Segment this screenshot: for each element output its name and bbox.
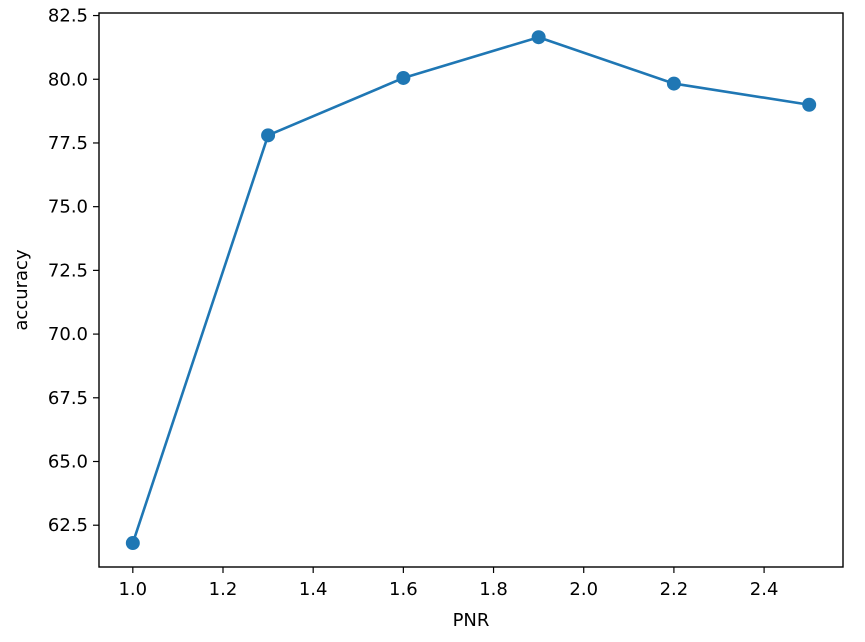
data-point: [666, 76, 681, 91]
x-tick-label: 2.2: [660, 579, 689, 600]
data-point: [125, 536, 140, 551]
x-tick-label: 1.8: [479, 579, 508, 600]
data-point: [396, 70, 411, 85]
plot-area: [125, 30, 817, 551]
y-tick-label: 67.5: [48, 388, 88, 409]
y-tick-label: 82.5: [48, 6, 88, 27]
y-tick-label: 70.0: [48, 324, 88, 345]
axis-ticks: 1.0 1.2 1.4 1.6 1.8 2.0 2.2 2.4 62.5 65.0 67.5 70.0…: [48, 6, 778, 600]
x-tick-label: 1.4: [299, 579, 328, 600]
series-line: [131, 35, 811, 545]
x-tick-label: 1.2: [209, 579, 238, 600]
y-axis-label: accuracy: [11, 249, 32, 331]
y-tick-label: 62.5: [48, 515, 88, 536]
y-tick-label: 77.5: [48, 133, 88, 154]
x-tick-label: 2.4: [750, 579, 779, 600]
y-tick-label: 75.0: [48, 197, 88, 218]
data-point: [531, 30, 546, 45]
data-point: [261, 128, 276, 143]
y-tick-label: 65.0: [48, 452, 88, 473]
x-axis-label: PNR: [453, 610, 490, 631]
data-point: [802, 97, 817, 112]
y-tick-label: 80.0: [48, 69, 88, 90]
x-tick-label: 1.0: [118, 579, 147, 600]
x-tick-label: 2.0: [569, 579, 598, 600]
plot-frame: [98, 12, 844, 568]
x-tick-label: 1.6: [389, 579, 418, 600]
y-tick-label: 72.5: [48, 260, 88, 281]
